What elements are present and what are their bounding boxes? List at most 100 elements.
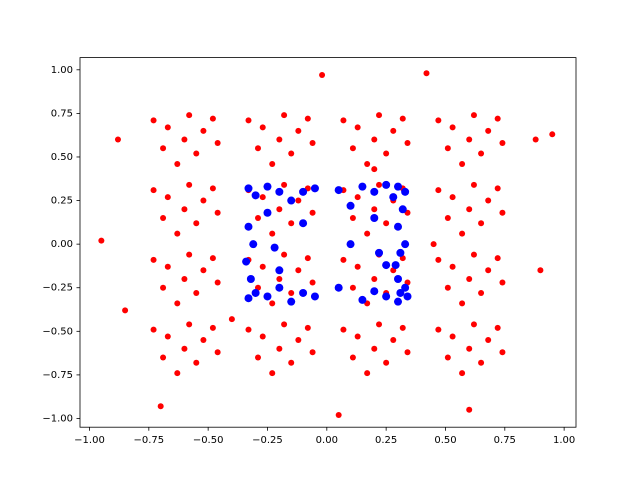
point bbox=[259, 263, 266, 270]
point bbox=[228, 316, 235, 323]
point bbox=[470, 321, 477, 328]
point bbox=[200, 267, 207, 274]
point bbox=[164, 333, 171, 340]
point bbox=[245, 117, 252, 124]
point bbox=[364, 230, 371, 237]
y-tick-label: 0.75 bbox=[51, 108, 73, 119]
point bbox=[396, 248, 405, 257]
point bbox=[281, 181, 288, 188]
point bbox=[251, 288, 260, 297]
point bbox=[383, 220, 390, 227]
y-tick-label: 0.00 bbox=[51, 239, 73, 250]
point bbox=[478, 289, 485, 296]
point bbox=[423, 70, 430, 77]
point bbox=[390, 127, 397, 134]
axes-frame bbox=[79, 57, 577, 428]
point bbox=[181, 345, 188, 352]
point bbox=[319, 72, 326, 79]
point bbox=[186, 112, 193, 119]
point bbox=[391, 261, 400, 270]
point bbox=[288, 220, 295, 227]
point bbox=[281, 251, 288, 258]
point bbox=[349, 214, 356, 221]
point bbox=[390, 337, 397, 344]
point bbox=[164, 263, 171, 270]
point bbox=[371, 345, 378, 352]
point bbox=[254, 145, 261, 152]
point bbox=[403, 292, 412, 301]
point bbox=[499, 279, 506, 286]
point bbox=[299, 187, 308, 196]
point bbox=[349, 354, 356, 361]
y-tick-label: −0.50 bbox=[42, 326, 73, 337]
point bbox=[309, 279, 316, 286]
point bbox=[193, 150, 200, 157]
point bbox=[346, 240, 355, 249]
point bbox=[340, 117, 347, 124]
point bbox=[401, 187, 410, 196]
point bbox=[494, 255, 501, 262]
point bbox=[288, 289, 295, 296]
point bbox=[435, 326, 442, 333]
point bbox=[494, 324, 501, 331]
point bbox=[334, 283, 343, 292]
point bbox=[370, 187, 379, 196]
point bbox=[214, 209, 221, 216]
point bbox=[160, 284, 167, 291]
point bbox=[200, 337, 207, 344]
point bbox=[346, 201, 355, 210]
point bbox=[276, 136, 283, 143]
point bbox=[98, 237, 105, 244]
point bbox=[459, 370, 466, 377]
point bbox=[209, 185, 216, 192]
point bbox=[181, 276, 188, 283]
point bbox=[186, 251, 193, 258]
point bbox=[499, 349, 506, 356]
y-tick-label: −1.00 bbox=[42, 413, 73, 424]
point bbox=[459, 300, 466, 307]
point bbox=[299, 219, 308, 228]
point bbox=[399, 115, 406, 122]
x-tick-label: −0.75 bbox=[133, 435, 164, 446]
point bbox=[485, 197, 492, 204]
point bbox=[269, 370, 276, 377]
point bbox=[375, 248, 384, 257]
point bbox=[186, 321, 193, 328]
point bbox=[193, 359, 200, 366]
point bbox=[174, 230, 181, 237]
point bbox=[334, 186, 343, 195]
y-tick-label: 0.50 bbox=[51, 152, 73, 163]
point bbox=[494, 185, 501, 192]
y-tick-label: 0.25 bbox=[51, 196, 73, 207]
point bbox=[364, 160, 371, 167]
point bbox=[444, 214, 451, 221]
point bbox=[354, 124, 361, 131]
point bbox=[275, 266, 284, 275]
point bbox=[160, 145, 167, 152]
point bbox=[214, 140, 221, 147]
x-tick-label: 0.75 bbox=[494, 435, 516, 446]
point bbox=[181, 136, 188, 143]
point bbox=[466, 276, 473, 283]
point bbox=[174, 300, 181, 307]
point bbox=[383, 359, 390, 366]
point bbox=[401, 240, 410, 249]
point bbox=[246, 275, 255, 284]
point bbox=[478, 220, 485, 227]
point bbox=[349, 145, 356, 152]
point bbox=[466, 136, 473, 143]
point bbox=[466, 206, 473, 213]
point bbox=[485, 127, 492, 134]
point bbox=[281, 321, 288, 328]
x-tick-label: −0.25 bbox=[252, 435, 283, 446]
y-tick-label: 1.00 bbox=[51, 65, 73, 76]
point bbox=[404, 349, 411, 356]
point bbox=[295, 197, 302, 204]
x-tick-label: 1.00 bbox=[553, 435, 575, 446]
point bbox=[340, 256, 347, 263]
point bbox=[244, 294, 253, 303]
point bbox=[157, 403, 164, 410]
point bbox=[358, 182, 367, 191]
point bbox=[309, 209, 316, 216]
x-tick-label: 0.25 bbox=[375, 435, 397, 446]
